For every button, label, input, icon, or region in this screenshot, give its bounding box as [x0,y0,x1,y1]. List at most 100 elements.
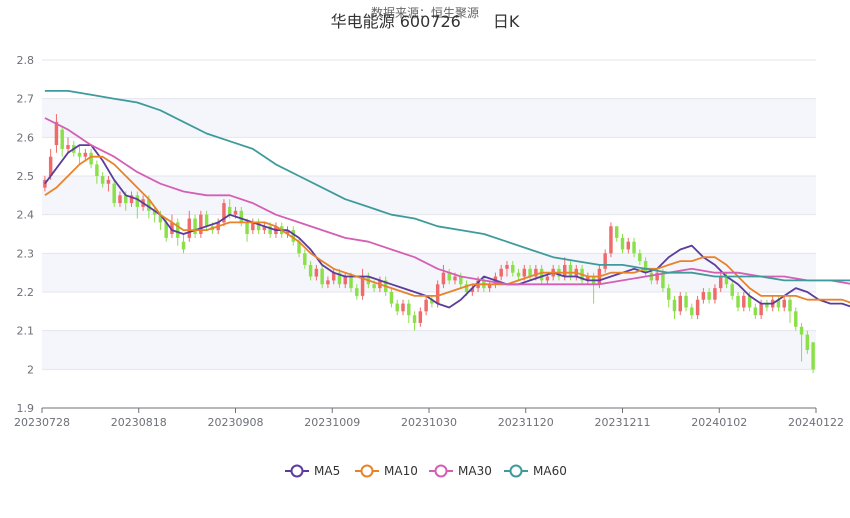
candle-body [545,276,550,281]
candle-body [447,272,451,281]
candle-body [129,195,134,204]
legend-marker-ma30 [434,464,448,478]
candle-body [418,311,423,323]
candle-body [747,295,752,308]
candle-body [297,241,301,254]
legend-label-ma60: MA60 [533,464,567,478]
candle-body [724,276,729,285]
legend-label-ma5: MA5 [314,464,340,478]
ma-lines [44,90,850,309]
candle-body [718,276,723,289]
candle-body [672,299,677,312]
y-tick-label: 2.1 [17,325,35,338]
y-tick-label: 2 [27,363,34,376]
candle-body [152,210,157,215]
background-band [42,98,816,138]
y-tick-label: 2.7 [17,93,35,106]
legend-label-ma10: MA10 [384,464,418,478]
candle-body [77,152,82,157]
candle-body [48,156,53,176]
candle-body [568,264,573,277]
candle-body [805,334,810,350]
y-tick-label: 2.2 [17,286,35,299]
candle-body [609,226,613,254]
candle-body [459,276,463,285]
candle-body [412,315,417,323]
candle-body [661,272,665,289]
candle-body [788,299,792,312]
y-tick-label: 2.4 [17,209,35,222]
candle-body [181,241,186,250]
candle-body [66,145,70,149]
candle-body [204,214,209,227]
y-tick-label: 2.8 [17,54,35,67]
candle-body [534,268,538,277]
candle-body [505,264,509,269]
candle-body [643,261,648,273]
candle-body [765,303,769,308]
candle-body [227,206,232,215]
candle-body [83,152,88,157]
candle-body [736,295,740,308]
legend-marker-ma5 [290,464,304,478]
candle-body [147,199,151,211]
candle-body [176,222,180,238]
candle-body [349,276,353,289]
candle-body [453,276,457,281]
candle-body [695,299,700,316]
candle-body [563,264,567,277]
legend-marker-ma60 [509,464,523,478]
candle-body [60,129,64,149]
candle-body [522,268,527,277]
candle-body [251,222,255,231]
x-tick-label: 20230908 [208,416,264,429]
candle-body [89,152,93,165]
candle-body [112,183,116,204]
candle-body [360,276,365,296]
candle-body [701,292,706,300]
candle-body [135,195,140,207]
candle-body [516,272,521,277]
candle-body [303,253,307,265]
candle-body [487,284,492,289]
legend-marker-ma10 [360,464,374,478]
candle-body [753,307,758,316]
chart-title: 华电能源 600726 日K [330,12,520,31]
candle-body [193,218,197,234]
candle-body [632,241,636,254]
candle-body [337,272,342,285]
candle-body [268,226,272,234]
candle-body [170,222,174,234]
candle-body [678,295,682,312]
candle-body [713,288,717,300]
ma-line-ma10 [44,155,850,304]
candle-body [43,179,47,188]
candle-body [401,303,405,312]
candle-body [124,195,128,204]
candle-body [707,292,711,300]
candle-body [355,288,359,296]
legend[interactable]: MA5 MA10 MA30 MA60 [285,464,567,478]
candle-body [222,203,226,223]
x-axis: 20230728 20230818 20230908 20231009 20231030… [14,407,844,429]
data-source-label: 数据来源：恒生聚源 [370,6,479,20]
candle-body [308,264,313,277]
candle-body [435,284,440,304]
candle-body [320,268,324,285]
candle-body [464,284,469,292]
candle-body [199,214,203,234]
candle-body [539,268,544,281]
candle-body [666,288,671,300]
ma-line-ma5 [44,144,850,309]
candle-body [690,307,694,316]
candle-body [528,268,532,277]
x-tick-label: 20240122 [788,416,844,429]
candle-body [118,195,122,204]
x-tick-label: 20240102 [691,416,747,429]
candle-body [603,253,607,269]
candle-body [95,164,99,176]
candle-body [614,226,619,238]
candle-body [187,218,192,238]
candle-body [331,272,336,281]
candle-body [430,299,434,304]
